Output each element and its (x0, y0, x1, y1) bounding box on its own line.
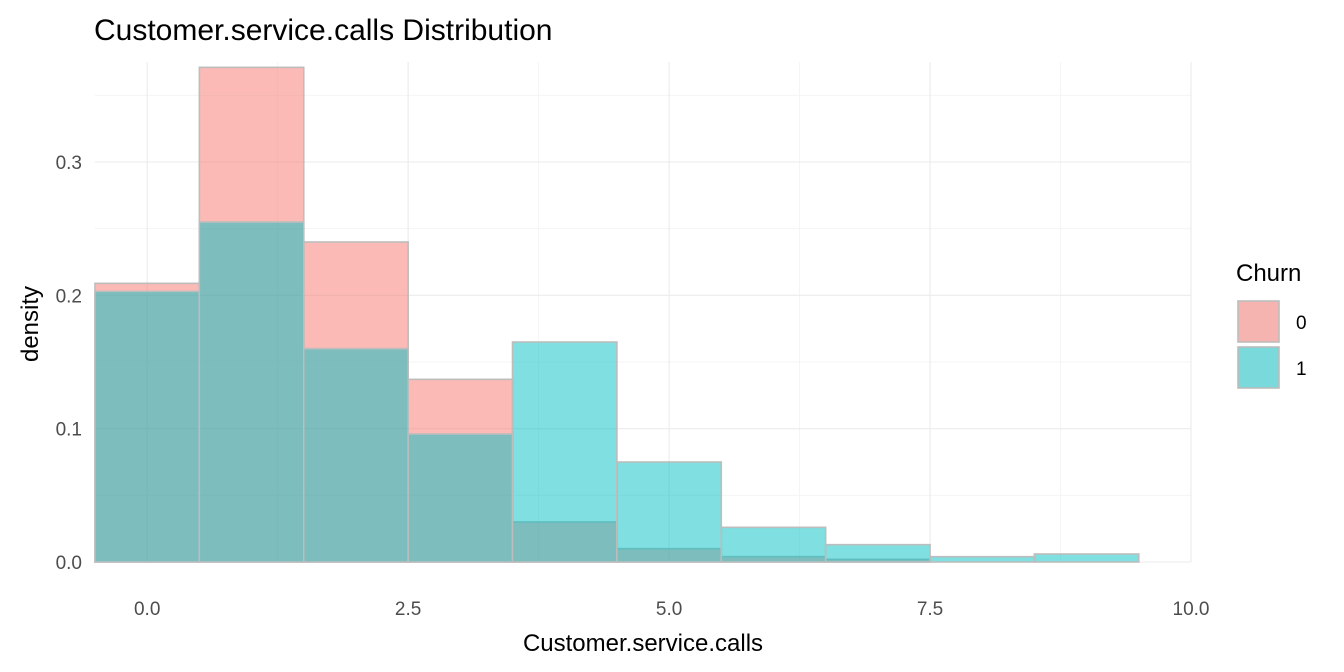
y-tick-label: 0.2 (56, 286, 82, 307)
histogram-bar (302, 347, 409, 563)
chart-title: Customer.service.calls Distribution (94, 14, 552, 47)
x-axis-title: Customer.service.calls (523, 630, 763, 657)
bars (94, 66, 1140, 563)
histogram-bar (94, 290, 201, 563)
legend-key-swatch (1237, 300, 1280, 343)
x-tick-label: 5.0 (656, 599, 682, 620)
legend-key-swatch (1237, 346, 1280, 389)
x-tick-label: 2.5 (395, 599, 421, 620)
legend: Churn 0 1 (1236, 260, 1307, 389)
x-tick-label: 0.0 (134, 599, 160, 620)
histogram-bar (511, 341, 618, 563)
y-tick-label: 0.3 (56, 153, 82, 174)
y-tick-label: 0.0 (56, 553, 82, 574)
x-tick-label: 7.5 (917, 599, 943, 620)
legend-label: 1 (1296, 359, 1307, 380)
histogram-bar (929, 555, 1036, 563)
histogram-bar (616, 461, 723, 563)
x-axis-ticks: 0.0 2.5 5.0 7.5 10.0 (134, 599, 1210, 620)
histogram-bar (198, 221, 305, 563)
legend-label: 0 (1296, 313, 1307, 334)
histogram-bar (720, 526, 827, 563)
legend-title: Churn (1236, 260, 1301, 287)
histogram-bar (824, 543, 931, 563)
histogram-bar (407, 433, 514, 563)
histogram-bar (1033, 553, 1140, 563)
y-axis-title: density (17, 286, 44, 362)
x-tick-label: 10.0 (1173, 599, 1210, 620)
y-axis-ticks: 0.0 0.1 0.2 0.3 (56, 153, 82, 574)
series-1 (94, 221, 1140, 563)
y-tick-label: 0.1 (56, 420, 82, 441)
